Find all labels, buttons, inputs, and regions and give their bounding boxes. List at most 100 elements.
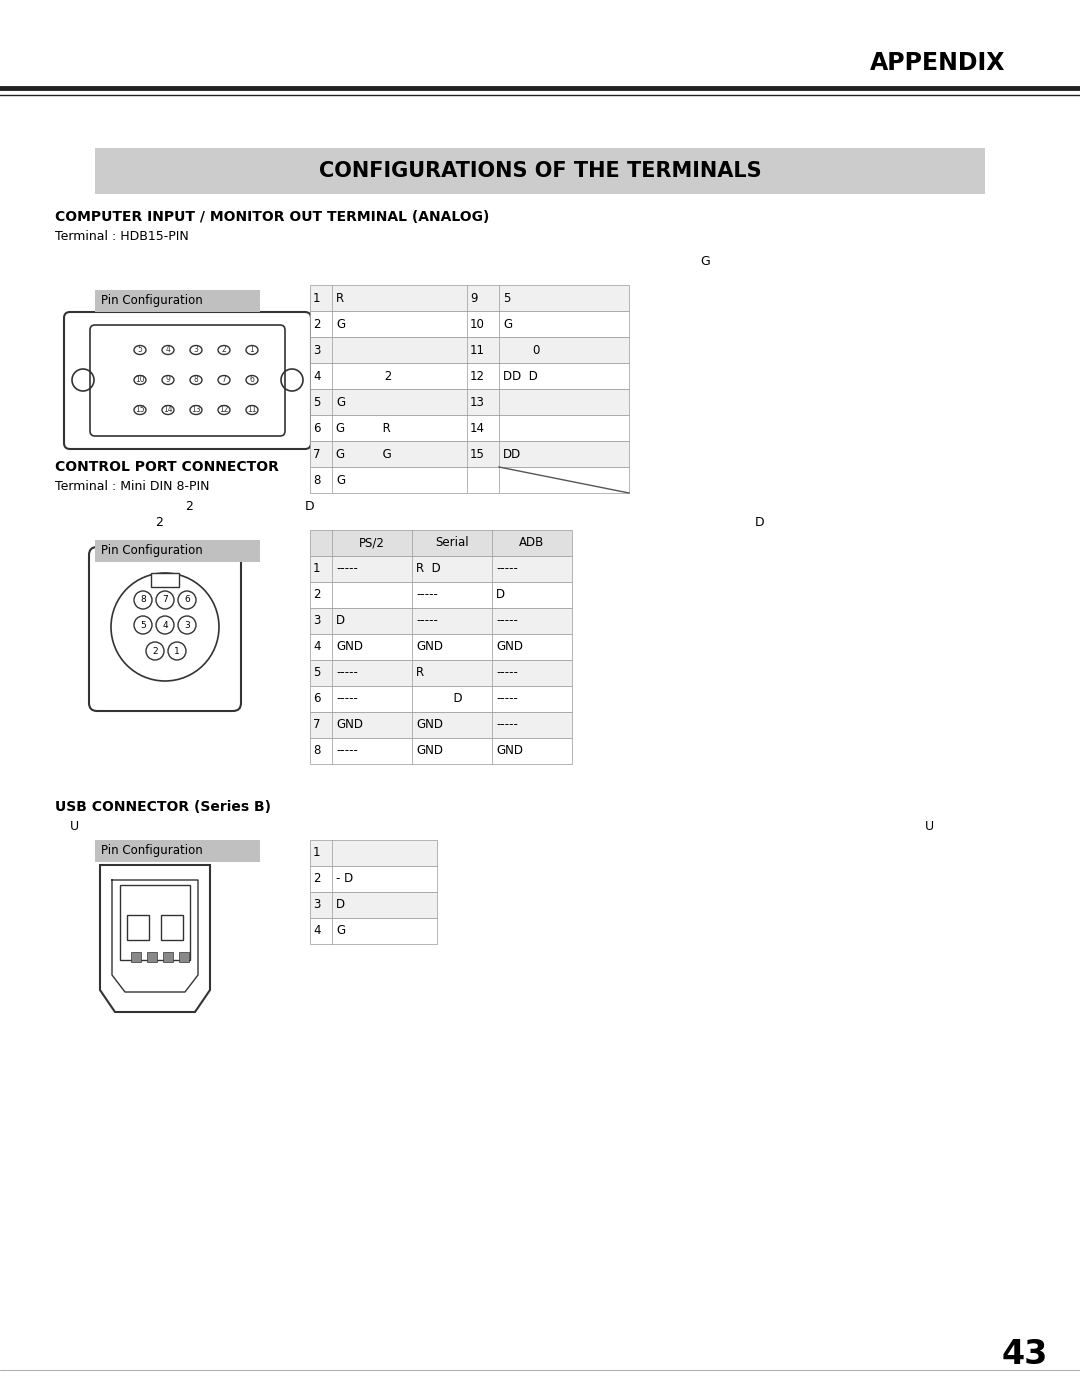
Bar bbox=[120, 886, 190, 960]
Bar bbox=[127, 915, 149, 940]
Text: 8: 8 bbox=[193, 376, 199, 384]
Text: GND: GND bbox=[416, 718, 443, 732]
Text: 12: 12 bbox=[470, 369, 485, 383]
Text: GND: GND bbox=[336, 640, 363, 654]
Bar bbox=[310, 893, 437, 918]
Bar bbox=[310, 441, 629, 467]
Bar bbox=[310, 866, 437, 893]
Text: 14: 14 bbox=[470, 422, 485, 434]
Text: 8: 8 bbox=[313, 745, 321, 757]
Text: 10: 10 bbox=[135, 376, 145, 384]
Text: G          R: G R bbox=[336, 422, 391, 434]
Text: 2: 2 bbox=[336, 369, 392, 383]
Text: U: U bbox=[70, 820, 79, 833]
Text: Terminal : Mini DIN 8-PIN: Terminal : Mini DIN 8-PIN bbox=[55, 481, 210, 493]
Text: -----: ----- bbox=[336, 563, 357, 576]
Text: 2: 2 bbox=[185, 500, 193, 513]
Text: 4: 4 bbox=[313, 640, 321, 654]
Text: D: D bbox=[305, 500, 314, 513]
Text: COMPUTER INPUT / MONITOR OUT TERMINAL (ANALOG): COMPUTER INPUT / MONITOR OUT TERMINAL (A… bbox=[55, 210, 489, 224]
Text: D: D bbox=[336, 898, 346, 911]
Bar bbox=[310, 285, 629, 312]
Text: 11: 11 bbox=[247, 405, 257, 415]
Text: ADB: ADB bbox=[519, 536, 544, 549]
Text: GND: GND bbox=[496, 745, 523, 757]
Bar bbox=[95, 541, 260, 562]
Text: 6: 6 bbox=[249, 376, 255, 384]
Text: -----: ----- bbox=[496, 693, 518, 705]
Bar bbox=[310, 415, 629, 441]
Bar bbox=[310, 918, 437, 944]
Text: 9: 9 bbox=[165, 376, 171, 384]
Text: 5: 5 bbox=[503, 292, 511, 305]
Text: 5: 5 bbox=[140, 620, 146, 630]
Text: -----: ----- bbox=[496, 563, 518, 576]
Text: APPENDIX: APPENDIX bbox=[870, 52, 1005, 75]
Text: 15: 15 bbox=[470, 447, 485, 461]
Text: 6: 6 bbox=[184, 595, 190, 605]
Bar bbox=[310, 608, 572, 634]
Bar bbox=[310, 634, 572, 659]
Text: USB CONNECTOR (Series B): USB CONNECTOR (Series B) bbox=[55, 800, 271, 814]
Bar bbox=[310, 388, 629, 415]
Text: 7: 7 bbox=[313, 447, 321, 461]
Text: -----: ----- bbox=[336, 666, 357, 679]
Text: DD  D: DD D bbox=[503, 369, 538, 383]
Polygon shape bbox=[100, 865, 210, 1011]
Text: 7: 7 bbox=[162, 595, 167, 605]
Text: 11: 11 bbox=[470, 344, 485, 356]
Text: 12: 12 bbox=[219, 405, 229, 415]
Text: D: D bbox=[336, 615, 346, 627]
Text: -----: ----- bbox=[416, 588, 437, 602]
Bar bbox=[95, 291, 260, 312]
Text: G: G bbox=[336, 317, 346, 331]
Text: 2: 2 bbox=[313, 317, 321, 331]
Text: Pin Configuration: Pin Configuration bbox=[102, 543, 203, 557]
Text: 1: 1 bbox=[249, 345, 255, 355]
Text: 5: 5 bbox=[313, 666, 321, 679]
Text: G: G bbox=[700, 256, 710, 268]
Text: 4: 4 bbox=[313, 925, 321, 937]
Text: 9: 9 bbox=[470, 292, 477, 305]
Text: 1: 1 bbox=[313, 292, 321, 305]
Text: 1: 1 bbox=[313, 563, 321, 576]
FancyBboxPatch shape bbox=[90, 326, 285, 436]
Text: 5: 5 bbox=[137, 345, 143, 355]
Text: 4: 4 bbox=[313, 369, 321, 383]
Text: 15: 15 bbox=[135, 405, 145, 415]
Text: G: G bbox=[336, 395, 346, 408]
Text: -----: ----- bbox=[496, 666, 518, 679]
Text: 14: 14 bbox=[163, 405, 173, 415]
Text: 6: 6 bbox=[313, 422, 321, 434]
Text: 4: 4 bbox=[162, 620, 167, 630]
Bar bbox=[310, 363, 629, 388]
Text: GND: GND bbox=[416, 745, 443, 757]
Text: -----: ----- bbox=[416, 615, 437, 627]
Text: 2: 2 bbox=[152, 647, 158, 655]
Text: D: D bbox=[755, 515, 765, 529]
Text: CONFIGURATIONS OF THE TERMINALS: CONFIGURATIONS OF THE TERMINALS bbox=[319, 161, 761, 182]
Bar bbox=[179, 951, 189, 963]
Text: 1: 1 bbox=[174, 647, 180, 655]
Text: 0: 0 bbox=[503, 344, 540, 356]
Text: 2: 2 bbox=[313, 873, 321, 886]
FancyBboxPatch shape bbox=[89, 548, 241, 711]
Text: 1: 1 bbox=[313, 847, 321, 859]
Text: - D: - D bbox=[336, 873, 353, 886]
Text: 7: 7 bbox=[313, 718, 321, 732]
Text: Serial: Serial bbox=[435, 536, 469, 549]
Text: -----: ----- bbox=[496, 718, 518, 732]
Bar bbox=[310, 467, 629, 493]
Text: Pin Configuration: Pin Configuration bbox=[102, 293, 203, 307]
Bar bbox=[310, 312, 629, 337]
Text: R: R bbox=[336, 292, 345, 305]
Bar bbox=[310, 556, 572, 583]
Text: -----: ----- bbox=[336, 745, 357, 757]
Text: 3: 3 bbox=[313, 344, 321, 356]
Text: G: G bbox=[503, 317, 512, 331]
Bar bbox=[151, 573, 179, 587]
Text: U: U bbox=[924, 820, 934, 833]
Bar bbox=[161, 915, 183, 940]
Text: G: G bbox=[336, 474, 346, 486]
Text: 3: 3 bbox=[313, 898, 321, 911]
